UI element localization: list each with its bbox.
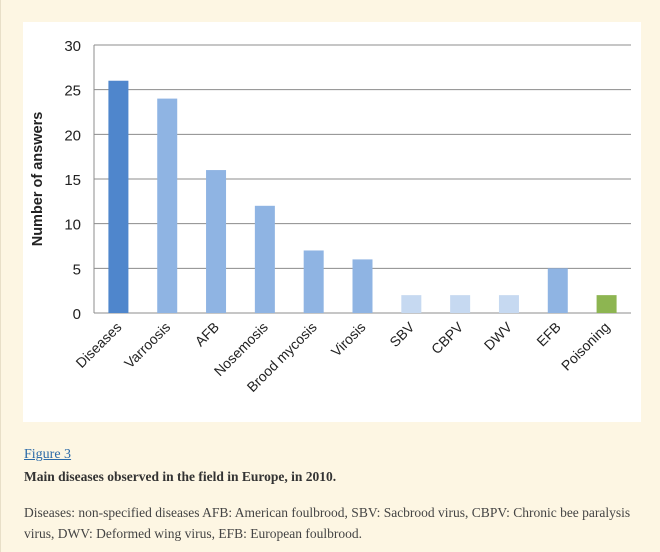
x-tick-label: Poisoning	[558, 319, 613, 374]
bar	[303, 250, 324, 313]
x-tick-label: Virosis	[328, 319, 369, 360]
x-tick-label: AFB	[192, 319, 223, 350]
chart-container: 0 5 10 15 20 25 30 Number of answers Diseases Var…	[23, 22, 641, 422]
figure-caption: Diseases: non-specified diseases AFB: Am…	[24, 505, 631, 541]
bar	[206, 170, 227, 313]
y-tick-label: 25	[64, 83, 81, 100]
bar	[352, 259, 373, 313]
bar	[596, 295, 617, 313]
x-tick-label: CBPV	[428, 318, 467, 357]
bar	[547, 268, 568, 313]
x-tick-label: DWV	[481, 318, 516, 353]
x-tick-label: Diseases	[72, 319, 124, 371]
bar	[157, 98, 178, 313]
y-tick-label: 10	[64, 217, 81, 234]
y-tick-label: 5	[73, 261, 81, 278]
y-tick-label: 15	[64, 172, 81, 189]
bar	[450, 295, 471, 313]
figure-link[interactable]: Figure 3	[24, 447, 72, 462]
bar	[498, 295, 519, 313]
x-tick-label: EFB	[533, 319, 564, 350]
bar	[108, 80, 129, 313]
y-tick-label: 0	[73, 306, 81, 323]
bar-chart: 0 5 10 15 20 25 30 Number of answers DiseasesVar…	[30, 38, 631, 395]
y-axis-label: Number of answers	[30, 112, 46, 247]
bar	[254, 205, 275, 313]
bar	[401, 295, 422, 313]
y-tick-label: 20	[64, 127, 81, 144]
x-tick-label: Varroosis	[121, 319, 173, 371]
x-tick-label: SBV	[386, 318, 418, 350]
y-tick-label: 30	[64, 38, 81, 55]
figure-title: Main diseases observed in the field in E…	[24, 469, 337, 484]
